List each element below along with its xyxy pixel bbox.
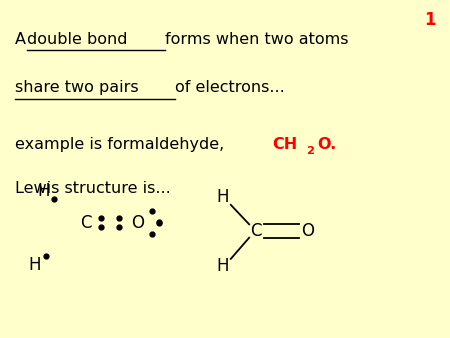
Text: forms when two atoms: forms when two atoms bbox=[165, 31, 349, 47]
Text: example is formaldehyde,: example is formaldehyde, bbox=[15, 137, 234, 152]
Text: of electrons...: of electrons... bbox=[175, 80, 285, 95]
Text: O: O bbox=[301, 222, 314, 240]
Text: C: C bbox=[251, 222, 262, 240]
Text: H: H bbox=[29, 256, 41, 273]
Text: O.: O. bbox=[318, 137, 337, 152]
Text: 2: 2 bbox=[306, 146, 315, 155]
Text: H: H bbox=[216, 257, 229, 275]
Text: A: A bbox=[15, 31, 31, 47]
Text: Lewis structure is...: Lewis structure is... bbox=[15, 181, 171, 196]
Text: double bond: double bond bbox=[27, 31, 133, 47]
Text: C: C bbox=[81, 214, 92, 232]
Text: H: H bbox=[216, 189, 229, 207]
Text: share two pairs: share two pairs bbox=[15, 80, 144, 95]
Text: 1: 1 bbox=[424, 11, 435, 29]
Text: CH: CH bbox=[272, 137, 297, 152]
Text: O: O bbox=[131, 214, 144, 232]
Text: H: H bbox=[38, 182, 50, 200]
